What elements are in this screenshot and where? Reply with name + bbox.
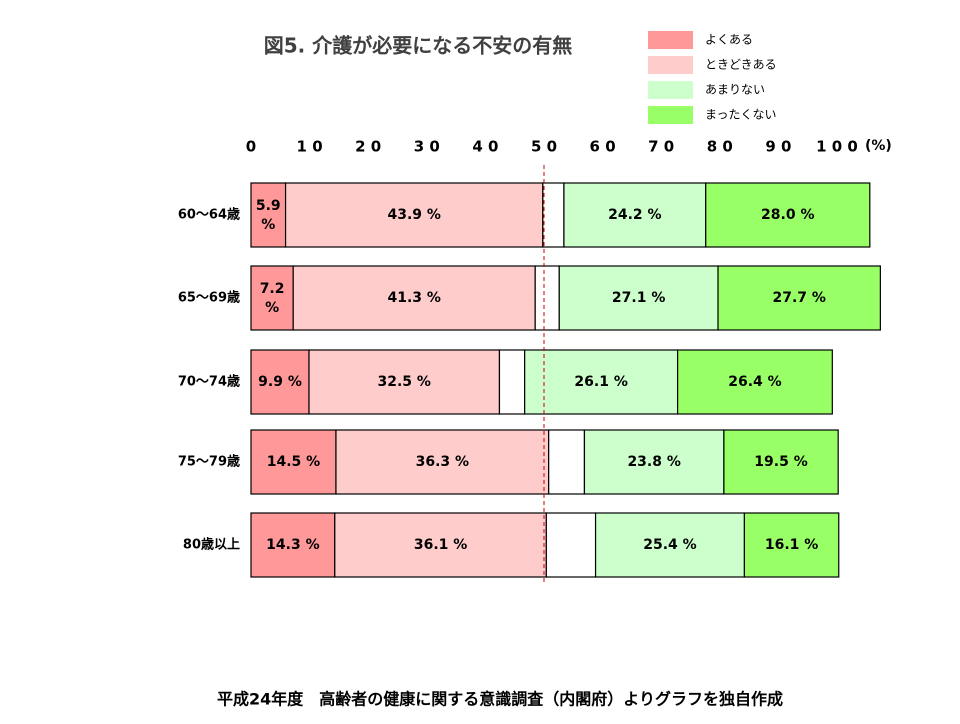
x-tick-label: 1 0 0 — [816, 138, 858, 156]
y-tick-label: 70～74歳 — [178, 374, 240, 390]
x-tick-label: 9 0 — [765, 138, 791, 156]
source-note: 平成24年度 高齢者の健康に関する意識調査（内閣府）よりグラフを独自作成 — [217, 690, 783, 709]
bar-segment — [250, 182, 287, 248]
bar-segment — [250, 349, 310, 415]
bar-segment — [335, 429, 550, 495]
value-label: 28.0 % — [761, 207, 814, 223]
x-tick-label: 7 0 — [648, 138, 674, 156]
x-unit: (%) — [865, 138, 892, 154]
bar-segment — [284, 182, 544, 248]
x-tick-label: 5 0 — [531, 138, 557, 156]
value-label: 5.9% — [256, 198, 281, 233]
value-label: 41.3 % — [387, 290, 440, 306]
bar-segment — [534, 265, 560, 331]
value-label: 14.5 % — [267, 454, 320, 470]
value-label: 27.7 % — [772, 290, 825, 306]
value-label: 14.3 % — [266, 537, 319, 553]
value-label: 43.9 % — [387, 207, 440, 223]
legend-swatch — [648, 106, 693, 124]
bar-segment — [705, 182, 871, 248]
bar-segment — [677, 349, 833, 415]
chart-title: 図5. 介護が必要になる不安の有無 — [264, 34, 572, 58]
bar-segment — [583, 429, 725, 495]
bar-segment — [334, 512, 547, 578]
bar-segment — [545, 512, 597, 578]
legend-label: ときどきある — [705, 58, 777, 72]
value-label: 32.5 % — [378, 374, 431, 390]
x-tick-label: 6 0 — [590, 138, 616, 156]
value-label: 19.5 % — [754, 454, 807, 470]
legend-swatch — [648, 81, 693, 99]
bar-segment — [717, 265, 881, 331]
legend-label: あまりない — [705, 83, 765, 97]
value-label: 24.2 % — [608, 207, 661, 223]
value-label: 9.9 % — [258, 374, 302, 390]
y-tick-label: 80歳以上 — [183, 537, 240, 553]
value-label: 26.1 % — [574, 374, 627, 390]
bar-segment — [558, 265, 719, 331]
x-tick-label: 3 0 — [414, 138, 440, 156]
x-tick-label: 2 0 — [355, 138, 381, 156]
bar-segment — [723, 429, 839, 495]
y-tick-label: 75～79歳 — [178, 454, 240, 470]
bar-segment — [250, 512, 336, 578]
value-label: 27.1 % — [612, 290, 665, 306]
y-tick-label: 60～64歳 — [178, 207, 240, 223]
bar-segment — [548, 429, 586, 495]
value-label: 25.4 % — [643, 537, 696, 553]
bar-segment — [292, 265, 536, 331]
y-tick-label: 65～69歳 — [178, 290, 240, 306]
legend-swatch — [648, 31, 693, 49]
bar-segment — [542, 182, 565, 248]
x-tick-label: 1 0 — [297, 138, 323, 156]
bar-segment — [498, 349, 526, 415]
value-label: 16.1 % — [765, 537, 818, 553]
value-label: 7.2% — [260, 281, 285, 316]
legend-label: まったくない — [705, 108, 777, 122]
value-label: 36.1 % — [414, 537, 467, 553]
value-label: 23.8 % — [627, 454, 680, 470]
bar-segment — [308, 349, 501, 415]
value-label: 26.4 % — [728, 374, 781, 390]
x-tick-label: 0 — [246, 138, 256, 156]
legend-swatch — [648, 56, 693, 74]
bar-segment — [594, 512, 746, 578]
value-label: 36.3 % — [416, 454, 469, 470]
bar-segment — [743, 512, 840, 578]
bar-segment — [250, 429, 337, 495]
x-tick-label: 8 0 — [707, 138, 733, 156]
bar-segment — [250, 265, 294, 331]
legend-label: よくある — [705, 33, 753, 47]
x-tick-label: 4 0 — [472, 138, 498, 156]
